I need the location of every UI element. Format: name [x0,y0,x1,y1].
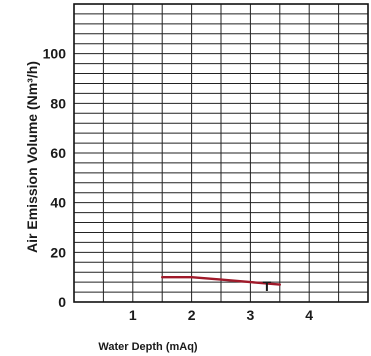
y-tick-labels: 0 20 40 60 80 100 [43,46,67,310]
series-line [161,276,281,286]
plot-frame [73,3,369,303]
y-tick-label: 20 [50,244,66,260]
series-group [161,276,281,286]
y-tick-label: 100 [43,46,67,62]
x-tick-label: 2 [188,307,196,323]
y-tick-label: 60 [50,145,66,161]
y-axis-label: Air Emission Volume (Nm³/h) [24,61,40,253]
grid-lines [74,4,368,302]
annotations: T [263,278,272,294]
x-axis-label: Water Depth (mAq) [98,341,198,353]
y-tick-label: 0 [58,294,66,310]
x-tick-label: 3 [247,307,255,323]
annotation-label: T [263,278,272,294]
x-tick-label: 1 [129,307,137,323]
y-tick-label: 80 [50,95,66,111]
x-tick-label: 4 [305,307,313,323]
x-tick-labels: 1 2 3 4 [129,307,313,323]
y-tick-label: 40 [50,195,66,211]
